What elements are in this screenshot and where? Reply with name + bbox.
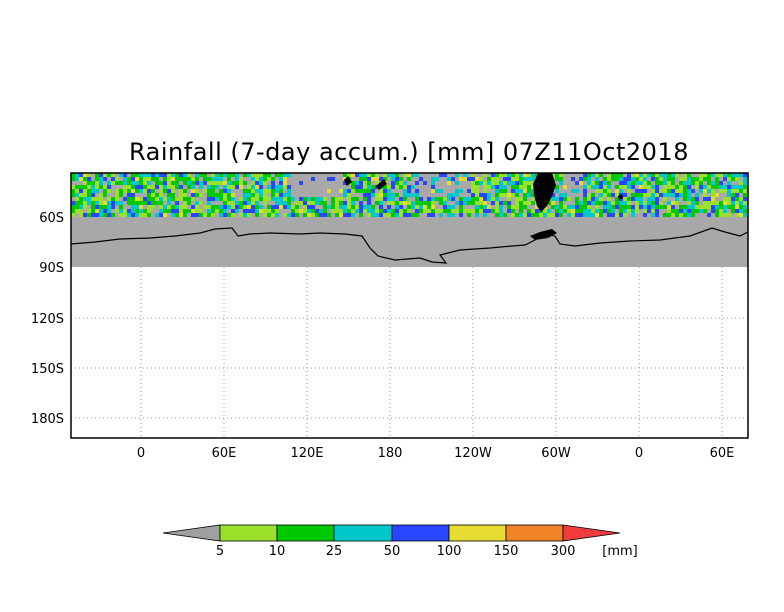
colorbar-swatch [333,524,393,542]
colorbar-label: 100 [437,544,462,559]
rainfall-band [71,173,748,217]
colorbar: 5 10 25 50 100 150 300 [mm] [162,524,638,559]
colorbar-overflow-triangle [562,524,621,542]
latitude-labels: 60S 90S 120S 150S 180S [31,211,64,427]
colorbar-underflow-triangle [162,524,221,542]
lat-label-90s: 90S [39,261,64,276]
colorbar-label: 50 [384,544,401,559]
colorbar-swatch [276,524,335,542]
lat-label-150s: 150S [31,362,64,377]
colorbar-swatch [448,524,507,542]
colorbar-label: 150 [494,544,519,559]
coastline-antarctica [71,227,748,264]
gridlines [71,267,748,438]
lat-label-60s: 60S [39,211,64,226]
lon-label-120e: 120E [290,446,323,461]
plot-frame [70,172,749,439]
lon-label-0: 0 [137,446,145,461]
colorbar-label: 10 [269,544,286,559]
map-title: Rainfall (7-day accum.) [mm] 07Z11Oct201… [129,138,689,166]
colorbar-swatch [505,524,564,542]
lon-label-60e: 60E [212,446,237,461]
coastline-south-america [344,173,623,240]
colorbar-swatch [391,524,450,542]
lat-label-180s: 180S [31,412,64,427]
colorbar-label: 25 [326,544,343,559]
masked-region [71,217,748,267]
colorbar-unit: [mm] [602,544,637,559]
lat-label-120s: 120S [31,312,64,327]
colorbar-label: 300 [551,544,576,559]
colorbar-label: 5 [216,544,224,559]
lon-label-60e-right: 60E [710,446,735,461]
longitude-labels: 0 60E 120E 180 120W 60W 0 60E [137,446,735,461]
lon-label-60w: 60W [541,446,571,461]
lon-label-180: 180 [378,446,403,461]
lon-label-0-right: 0 [635,446,643,461]
colorbar-swatch [219,524,278,542]
lon-label-120w: 120W [454,446,492,461]
